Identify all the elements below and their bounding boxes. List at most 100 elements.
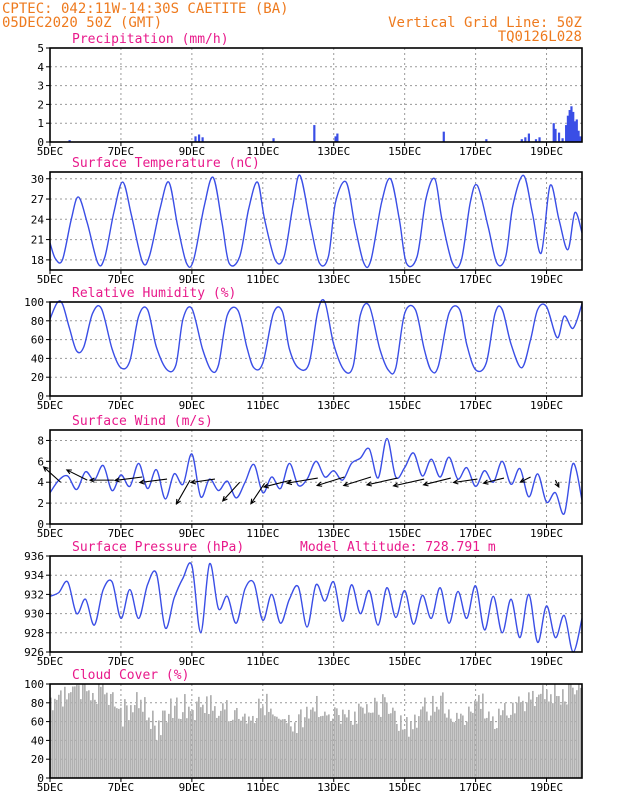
cloud-bar (340, 723, 342, 778)
wind-arrow (422, 477, 451, 487)
cloud-bar (222, 703, 224, 778)
wind-arrow (138, 478, 168, 485)
wind-arrow (452, 478, 478, 485)
panel-5: 926 928 930 932 934 936 5DEC 7DEC 9DEC 11DEC 13DEC… (24, 540, 583, 668)
cloud-bar (560, 704, 562, 778)
cloud-bar (416, 727, 418, 778)
cloud-bar (562, 689, 564, 778)
x-tick-label: 15DEC (388, 145, 421, 158)
cloud-bar (292, 731, 294, 778)
cloud-bar (274, 716, 276, 778)
y-tick-label: 20 (31, 371, 44, 384)
x-tick-label: 15DEC (388, 781, 421, 794)
precip-bar (201, 137, 204, 142)
x-tick-label: 13DEC (317, 145, 350, 158)
cloud-bar (386, 702, 388, 778)
precip-bar (485, 139, 488, 142)
cloud-bar (374, 697, 376, 778)
x-tick-label: 9DEC (179, 527, 206, 540)
cloud-bar (320, 716, 322, 778)
cloud-bar (110, 694, 112, 778)
cloud-bar (362, 707, 364, 778)
cloud-bar (446, 717, 448, 778)
cloud-bar (134, 705, 136, 778)
cloud-bar (432, 695, 434, 778)
cloud-bar (108, 704, 110, 778)
precip-bar (572, 111, 575, 142)
x-tick-label: 7DEC (108, 781, 135, 794)
y-tick-label: 3 (37, 80, 44, 93)
y-tick-label: 21 (31, 234, 44, 247)
cloud-bar (212, 710, 214, 778)
cloud-bar (564, 701, 566, 778)
cloud-bar (172, 717, 174, 778)
cloud-bar (182, 712, 184, 778)
cloud-bar (280, 719, 282, 778)
cloud-bar (426, 711, 428, 778)
cloud-bar (552, 703, 554, 778)
x-tick-label: 13DEC (317, 273, 350, 286)
cloud-bar (200, 707, 202, 778)
wind-arrow (65, 469, 88, 481)
cloud-bar (440, 695, 442, 778)
cloud-bar (298, 714, 300, 778)
x-tick-label: 17DEC (459, 399, 492, 412)
precip-bar (554, 128, 557, 142)
cloud-bar (62, 706, 64, 778)
x-tick-label: 13DEC (317, 399, 350, 412)
y-tick-label: 100 (24, 296, 44, 309)
y-tick-label: 5 (37, 42, 44, 55)
cloud-bar (80, 699, 82, 778)
cloud-bar (146, 720, 148, 778)
precip-bar (565, 125, 568, 142)
cloud-bar (284, 719, 286, 778)
x-tick-label: 5DEC (37, 273, 64, 286)
cloud-bar (404, 729, 406, 778)
precip-bar (575, 119, 578, 142)
cloud-bar (174, 705, 176, 778)
cloud-bar (424, 697, 426, 778)
cloud-bar (96, 703, 98, 778)
cloud-bar (288, 714, 290, 778)
cloud-bar (368, 712, 370, 778)
cloud-bar (88, 690, 90, 778)
cloud-bar (536, 697, 538, 778)
x-tick-label: 9DEC (179, 399, 206, 412)
cloud-bar (266, 693, 268, 778)
cloud-bar (208, 714, 210, 778)
cloud-bar (330, 721, 332, 778)
cloud-bar (220, 710, 222, 778)
cloud-bar (118, 708, 120, 778)
cloud-bar (350, 722, 352, 778)
panel-title: Cloud Cover (%) (72, 668, 189, 683)
cloud-bar (228, 721, 230, 778)
x-tick-label: 5DEC (37, 145, 64, 158)
cloud-bar (214, 706, 216, 778)
precip-bar (194, 136, 197, 142)
cloud-bar (514, 713, 516, 778)
x-tick-label: 9DEC (179, 781, 206, 794)
cloud-bar (132, 712, 134, 778)
cloud-bar (472, 712, 474, 778)
wind-arrow (285, 477, 318, 486)
wind-arrow (262, 479, 292, 489)
cloud-bar (60, 690, 62, 778)
cloud-bar (384, 697, 386, 778)
cloud-bar (116, 708, 118, 778)
y-tick-label: 27 (31, 193, 44, 206)
cloud-bar (438, 709, 440, 778)
cloud-bar (74, 686, 76, 778)
cloud-bar (478, 695, 480, 778)
cloud-bar (344, 714, 346, 778)
cloud-bar (160, 735, 162, 778)
x-tick-label: 15DEC (388, 527, 421, 540)
cloud-bar (474, 700, 476, 778)
precip-bar (568, 110, 571, 142)
cloud-bar (248, 716, 250, 778)
series-line (49, 562, 583, 653)
cloud-bar (520, 702, 522, 778)
cloud-bar (346, 717, 348, 778)
series-line (49, 437, 583, 515)
cloud-bar (430, 715, 432, 778)
